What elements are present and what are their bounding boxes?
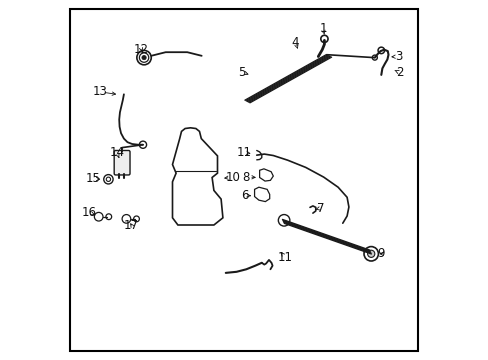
Text: 13: 13 (92, 85, 107, 98)
Text: 11: 11 (236, 146, 251, 159)
Circle shape (142, 55, 146, 60)
Text: 2: 2 (395, 66, 403, 79)
Circle shape (103, 175, 113, 184)
Text: 11: 11 (278, 251, 292, 264)
Circle shape (371, 55, 377, 60)
Text: 8: 8 (242, 171, 249, 184)
Circle shape (137, 50, 151, 65)
Circle shape (139, 53, 148, 62)
Text: 16: 16 (81, 206, 96, 219)
Text: 5: 5 (238, 66, 245, 78)
Text: 12: 12 (134, 43, 149, 56)
Text: 9: 9 (377, 247, 384, 260)
Circle shape (278, 215, 289, 226)
Text: 7: 7 (316, 202, 324, 215)
Text: 15: 15 (86, 172, 101, 185)
Text: 6: 6 (240, 189, 248, 202)
Text: 14: 14 (109, 146, 124, 159)
Circle shape (367, 250, 374, 257)
FancyBboxPatch shape (114, 150, 130, 175)
Text: 1: 1 (319, 22, 326, 35)
Circle shape (377, 47, 384, 54)
Text: 17: 17 (123, 219, 139, 231)
Circle shape (363, 247, 378, 261)
Circle shape (106, 177, 110, 181)
Circle shape (320, 35, 327, 42)
Text: 4: 4 (291, 36, 299, 49)
Circle shape (139, 141, 146, 148)
Text: 10: 10 (225, 171, 240, 184)
Text: 3: 3 (394, 50, 402, 63)
